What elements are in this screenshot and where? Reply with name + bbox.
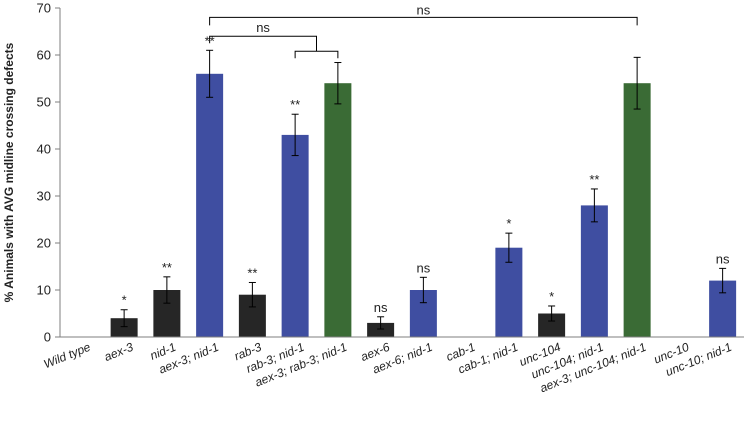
comparison-label: ns: [256, 20, 270, 35]
comparison-sub-bracket: [294, 50, 339, 59]
y-axis-title: % Animals with AVG midline crossing defe…: [2, 42, 16, 302]
y-tick-label: 0: [44, 330, 51, 345]
error-bars: [120, 49, 727, 330]
bar: [196, 73, 224, 338]
comparison-label: ns: [417, 2, 431, 17]
y-tick-label: 10: [37, 283, 51, 298]
significance-label: ns: [417, 260, 431, 275]
bar: [324, 83, 352, 337]
y-tick-label: 50: [37, 95, 51, 110]
significance-label: *: [122, 293, 127, 308]
significance-label: ns: [716, 251, 730, 266]
significance-label: **: [290, 97, 300, 112]
bar: [580, 205, 608, 337]
comparison-bracket: [209, 16, 638, 26]
comparison-bracket: [209, 35, 317, 52]
bar: [538, 313, 566, 337]
y-tick-label: 40: [37, 142, 51, 157]
y-axis-ticks: 0 10 20 30 40 50 60 70: [37, 1, 60, 345]
y-tick-label: 20: [37, 236, 51, 251]
bar: [281, 134, 309, 337]
significance-label: **: [162, 260, 172, 275]
bar: [110, 318, 138, 337]
significance-label: ns: [374, 300, 388, 315]
y-tick-label: 30: [37, 189, 51, 204]
significance-label: *: [549, 289, 554, 304]
y-tick-label: 60: [37, 48, 51, 63]
bar: [367, 322, 395, 337]
bars: [110, 73, 737, 338]
y-tick-label: 70: [37, 1, 51, 16]
bar: [623, 83, 651, 337]
significance-label: *: [506, 216, 511, 231]
significance-label: **: [247, 265, 257, 280]
significance-label: **: [589, 172, 599, 187]
comparison-brackets: ns ns: [209, 2, 638, 59]
category-label: aex-3: [102, 340, 135, 364]
